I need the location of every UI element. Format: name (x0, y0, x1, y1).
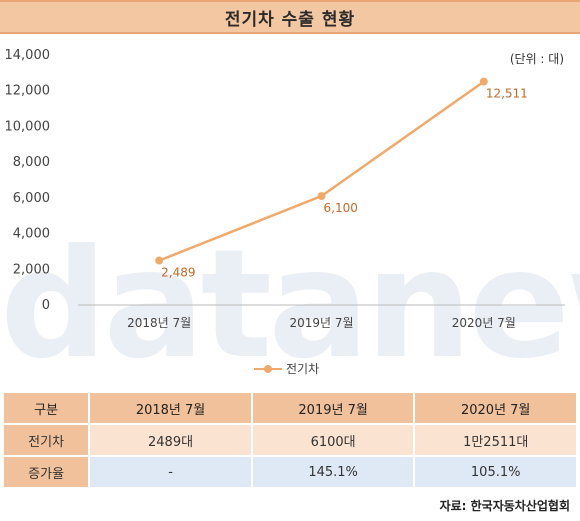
table-header-cell: 2018년 7월 (88, 391, 253, 425)
y-tick-label: 10,000 (5, 119, 51, 134)
y-tick-label: 14,000 (5, 48, 51, 63)
table-cell: 145.1% (250, 455, 416, 489)
table-header-row: 구분 2018년 7월 2019년 7월 2020년 7월 (1, 391, 578, 425)
title-bar: 전기차 수출 현황 (0, 0, 580, 34)
data-point (317, 192, 326, 201)
table-cell: 6100대 (250, 423, 416, 457)
watermark: datanews (0, 218, 580, 386)
data-label: 6,100 (324, 201, 358, 215)
data-table: 구분 2018년 7월 2019년 7월 2020년 7월 전기차 2489대 … (1, 391, 578, 489)
x-tick-label: 2020년 7월 (452, 316, 516, 330)
y-tick-label: 2,000 (13, 262, 50, 277)
table-header-cell: 구분 (1, 391, 91, 425)
table-header-cell: 2020년 7월 (413, 391, 578, 425)
legend-label: 전기차 (286, 362, 320, 376)
unit-label: (단위 : 대) (509, 52, 564, 66)
data-point (155, 256, 164, 265)
y-tick-label: 12,000 (5, 84, 51, 99)
data-label: 2,489 (161, 266, 195, 280)
legend: 전기차 (254, 360, 319, 377)
table-header-cell: 2019년 7월 (250, 391, 416, 425)
table-cell: 1만2511대 (413, 423, 578, 457)
table-cell: - (88, 455, 253, 489)
line-chart: datanews0 2,000 4,000 6,000 8,000 10,000 12,00… (0, 48, 580, 386)
table-row-label: 전기차 (1, 423, 91, 457)
data-point (479, 77, 488, 86)
chart-title: 전기차 수출 현황 (224, 9, 356, 30)
source-note: 자료: 한국자동차산업협회 (439, 499, 570, 513)
y-tick-label: 6,000 (13, 191, 50, 206)
table-row-label: 증가율 (1, 455, 91, 489)
data-label: 12,511 (486, 87, 528, 101)
x-tick-label: 2019년 7월 (289, 316, 353, 330)
table-cell: 2489대 (88, 423, 253, 457)
y-tick-label: 4,000 (13, 227, 50, 242)
legend-swatch (254, 364, 282, 374)
x-tick-label: 2018년 7월 (127, 316, 191, 330)
y-tick-label: 0 (42, 298, 50, 313)
y-tick-label: 8,000 (13, 155, 50, 170)
table-cell: 105.1% (413, 455, 578, 489)
table-row: 증가율 - 145.1% 105.1% (1, 455, 578, 489)
table-row: 전기차 2489대 6100대 1만2511대 (1, 423, 578, 457)
